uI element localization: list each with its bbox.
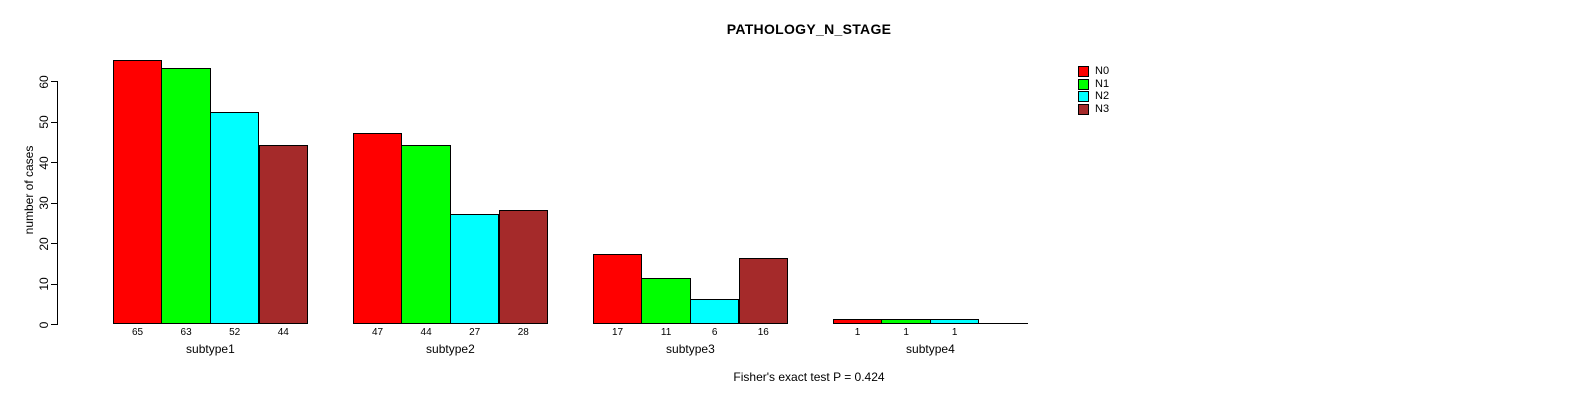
bar-value-label: 17: [611, 327, 624, 338]
y-axis-tick-label: 60: [37, 74, 51, 89]
y-axis-tick: [51, 202, 57, 204]
y-axis-tick-label: 10: [37, 277, 51, 291]
legend-label: N2: [1095, 90, 1110, 103]
bar-value-label: 11: [660, 327, 672, 338]
bar-subtype4-N1: [881, 318, 931, 324]
y-axis-tick-label: 20: [37, 236, 51, 251]
bar-value-label: 47: [371, 327, 384, 338]
bar-subtype3-N2: [689, 298, 740, 324]
legend-label: N0: [1095, 65, 1110, 77]
legend-color-swatch: [1078, 103, 1089, 115]
bar-subtype4-N2: [929, 318, 980, 324]
bar-subtype3-N3: [738, 258, 789, 324]
legend-color-swatch: [1078, 78, 1089, 90]
bar-subtype2-N1: [401, 144, 451, 324]
legend-label: N1: [1095, 77, 1110, 90]
legend-color-swatch: [1078, 91, 1089, 103]
y-axis-tick-label: 30: [37, 196, 51, 210]
bar-value-label: 1: [951, 327, 958, 338]
bar-subtype1-N2: [209, 112, 260, 324]
bar-value-label: 44: [420, 327, 432, 338]
y-axis-tick: [51, 81, 57, 82]
legend-color-swatch: [1078, 66, 1089, 77]
category-label-subtype3: subtype3: [666, 342, 715, 356]
y-axis-tick: [51, 162, 57, 163]
bar-subtype2-N3: [498, 209, 549, 324]
y-axis-tick-label: 50: [37, 115, 51, 129]
bar-value-label: 6: [711, 327, 718, 338]
bar-value-label: 27: [469, 327, 481, 338]
fisher-test-annotation: Fisher's exact test P = 0.424: [733, 370, 885, 384]
bar-value-label: 1: [903, 327, 909, 338]
bar-value-label: 52: [229, 327, 241, 338]
chart-title: PATHOLOGY_N_STAGE: [726, 21, 892, 37]
bar-value-label: 65: [131, 327, 144, 338]
y-axis-tick: [51, 121, 57, 123]
bar-subtype2-N2: [449, 213, 500, 324]
y-axis-line: [57, 81, 58, 325]
bar-subtype4-N0: [832, 318, 883, 324]
y-axis-tick-label: 0: [37, 321, 51, 328]
legend-label: N3: [1095, 102, 1110, 115]
category-label-subtype1: subtype1: [186, 342, 235, 356]
category-label-subtype4: subtype4: [906, 342, 955, 356]
bar-value-label: 28: [517, 327, 529, 338]
bar-subtype3-N0: [592, 254, 643, 324]
bar-value-label: 63: [180, 327, 192, 338]
bar-value-label: 44: [277, 327, 289, 338]
bar-subtype3-N1: [641, 278, 691, 324]
bar-subtype1-N1: [161, 67, 211, 324]
y-axis-tick-label: 40: [37, 155, 51, 170]
bar-value-label: 1: [854, 327, 861, 338]
category-label-subtype2: subtype2: [426, 342, 475, 356]
y-axis-tick: [51, 324, 57, 325]
bar-subtype2-N0: [352, 132, 403, 324]
y-axis-tick: [51, 243, 57, 244]
bar-subtype1-N3: [258, 144, 309, 324]
bar-value-label: 16: [757, 327, 769, 338]
y-axis-tick: [51, 283, 57, 285]
bar-subtype1-N0: [112, 59, 163, 324]
